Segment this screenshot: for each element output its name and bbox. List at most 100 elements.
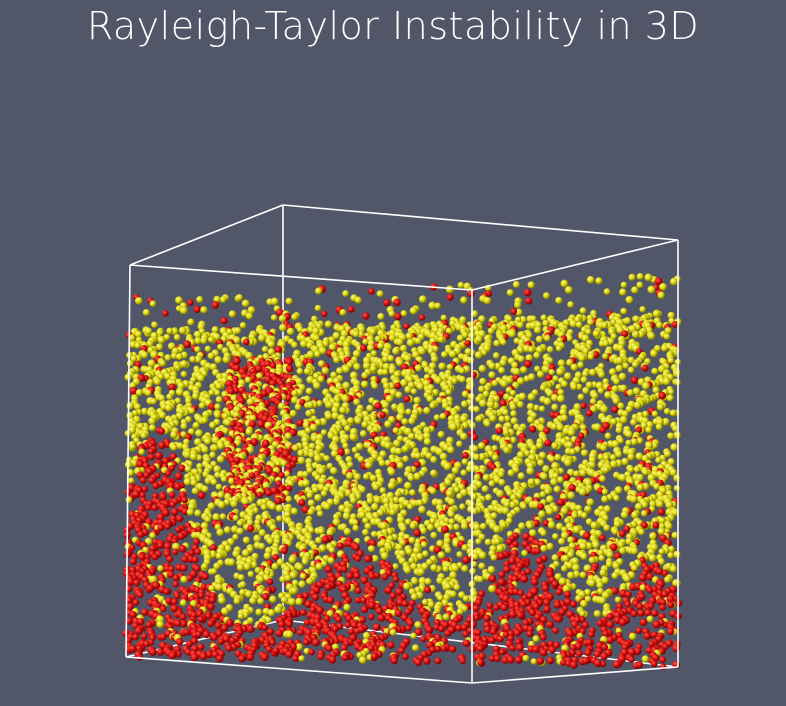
heavy-fluid-particle — [580, 402, 587, 410]
heavy-fluid-particle — [248, 472, 256, 479]
heavy-fluid-particle — [341, 565, 348, 573]
light-fluid-particle — [291, 389, 298, 397]
heavy-fluid-particle — [141, 485, 149, 493]
light-fluid-particle — [506, 289, 514, 297]
heavy-fluid-particle — [611, 405, 619, 414]
light-fluid-particle — [180, 575, 188, 584]
light-fluid-particle — [360, 380, 369, 389]
light-fluid-particle — [502, 429, 510, 436]
light-fluid-particle — [130, 355, 138, 362]
light-fluid-particle — [362, 338, 369, 345]
light-fluid-particle — [460, 296, 468, 304]
light-fluid-particle — [498, 366, 506, 374]
heavy-fluid-particle — [647, 602, 655, 610]
light-fluid-particle — [557, 394, 565, 403]
heavy-fluid-particle — [659, 598, 667, 606]
light-fluid-particle — [349, 496, 357, 504]
light-fluid-particle — [570, 363, 579, 371]
light-fluid-particle — [560, 380, 568, 388]
light-fluid-particle — [407, 432, 416, 440]
light-fluid-particle — [633, 401, 642, 410]
light-fluid-particle — [149, 575, 158, 584]
light-fluid-particle — [408, 536, 416, 544]
light-fluid-particle — [342, 365, 351, 373]
light-fluid-particle — [488, 479, 496, 487]
light-fluid-particle — [295, 597, 303, 606]
heavy-fluid-particle — [141, 608, 149, 616]
heavy-fluid-particle — [638, 573, 647, 582]
heavy-fluid-particle — [163, 542, 172, 551]
light-fluid-particle — [581, 334, 590, 343]
light-fluid-particle — [516, 401, 524, 408]
heavy-fluid-particle — [368, 613, 375, 621]
light-fluid-particle — [271, 562, 279, 571]
light-fluid-particle — [306, 492, 313, 499]
light-fluid-particle — [456, 334, 465, 342]
heavy-fluid-particle — [543, 427, 551, 435]
heavy-fluid-particle — [446, 293, 454, 301]
light-fluid-particle — [201, 562, 208, 570]
light-fluid-particle — [578, 353, 587, 362]
light-fluid-particle — [600, 405, 609, 414]
light-fluid-particle — [366, 497, 374, 505]
light-fluid-particle — [326, 401, 333, 409]
light-fluid-particle — [598, 554, 605, 562]
light-fluid-particle — [391, 403, 398, 411]
heavy-fluid-particle — [658, 391, 667, 400]
heavy-fluid-particle — [508, 557, 516, 565]
heavy-fluid-particle — [570, 600, 577, 608]
heavy-fluid-particle — [563, 473, 571, 481]
light-fluid-particle — [458, 375, 466, 383]
light-fluid-particle — [302, 479, 310, 487]
light-fluid-particle — [438, 362, 446, 370]
light-fluid-particle — [564, 517, 571, 524]
light-fluid-particle — [262, 481, 271, 490]
light-fluid-particle — [627, 366, 635, 374]
light-fluid-particle — [232, 336, 241, 345]
light-fluid-particle — [483, 296, 492, 305]
light-fluid-particle — [267, 340, 276, 348]
light-fluid-particle — [414, 337, 422, 345]
heavy-fluid-particle — [316, 606, 324, 615]
heavy-fluid-particle — [165, 597, 173, 605]
light-fluid-particle — [487, 327, 495, 335]
light-fluid-particle — [651, 442, 658, 449]
light-fluid-particle — [253, 534, 262, 543]
light-fluid-particle — [587, 353, 595, 361]
light-fluid-particle — [249, 596, 257, 605]
light-fluid-particle — [241, 299, 250, 308]
light-fluid-particle — [542, 365, 550, 374]
light-fluid-particle — [305, 387, 313, 395]
heavy-fluid-particle — [644, 609, 652, 617]
light-fluid-particle — [406, 375, 414, 383]
light-fluid-particle — [351, 446, 359, 454]
heavy-fluid-particle — [403, 323, 410, 330]
light-fluid-particle — [219, 513, 227, 520]
light-fluid-particle — [434, 376, 443, 385]
light-fluid-particle — [580, 552, 588, 561]
light-fluid-particle — [631, 360, 639, 368]
light-fluid-particle — [575, 383, 583, 390]
light-fluid-particle — [414, 364, 423, 372]
light-fluid-particle — [266, 537, 274, 545]
light-fluid-particle — [126, 402, 135, 410]
light-fluid-particle — [285, 297, 293, 305]
light-fluid-particle — [667, 388, 675, 396]
light-fluid-particle — [557, 359, 566, 368]
heavy-fluid-particle — [413, 529, 422, 537]
heavy-fluid-particle — [517, 589, 525, 597]
light-fluid-particle — [274, 605, 282, 614]
light-fluid-particle — [196, 374, 205, 382]
heavy-fluid-particle — [167, 481, 175, 490]
heavy-fluid-particle — [545, 374, 553, 382]
light-fluid-particle — [496, 489, 504, 498]
heavy-fluid-particle — [326, 596, 335, 604]
light-fluid-particle — [498, 478, 506, 486]
light-fluid-particle — [258, 334, 266, 342]
light-fluid-particle — [540, 472, 548, 481]
light-fluid-particle — [473, 523, 481, 531]
light-fluid-particle — [453, 583, 461, 591]
heavy-fluid-particle — [167, 570, 175, 579]
light-fluid-particle — [459, 414, 468, 423]
heavy-fluid-particle — [358, 615, 367, 624]
